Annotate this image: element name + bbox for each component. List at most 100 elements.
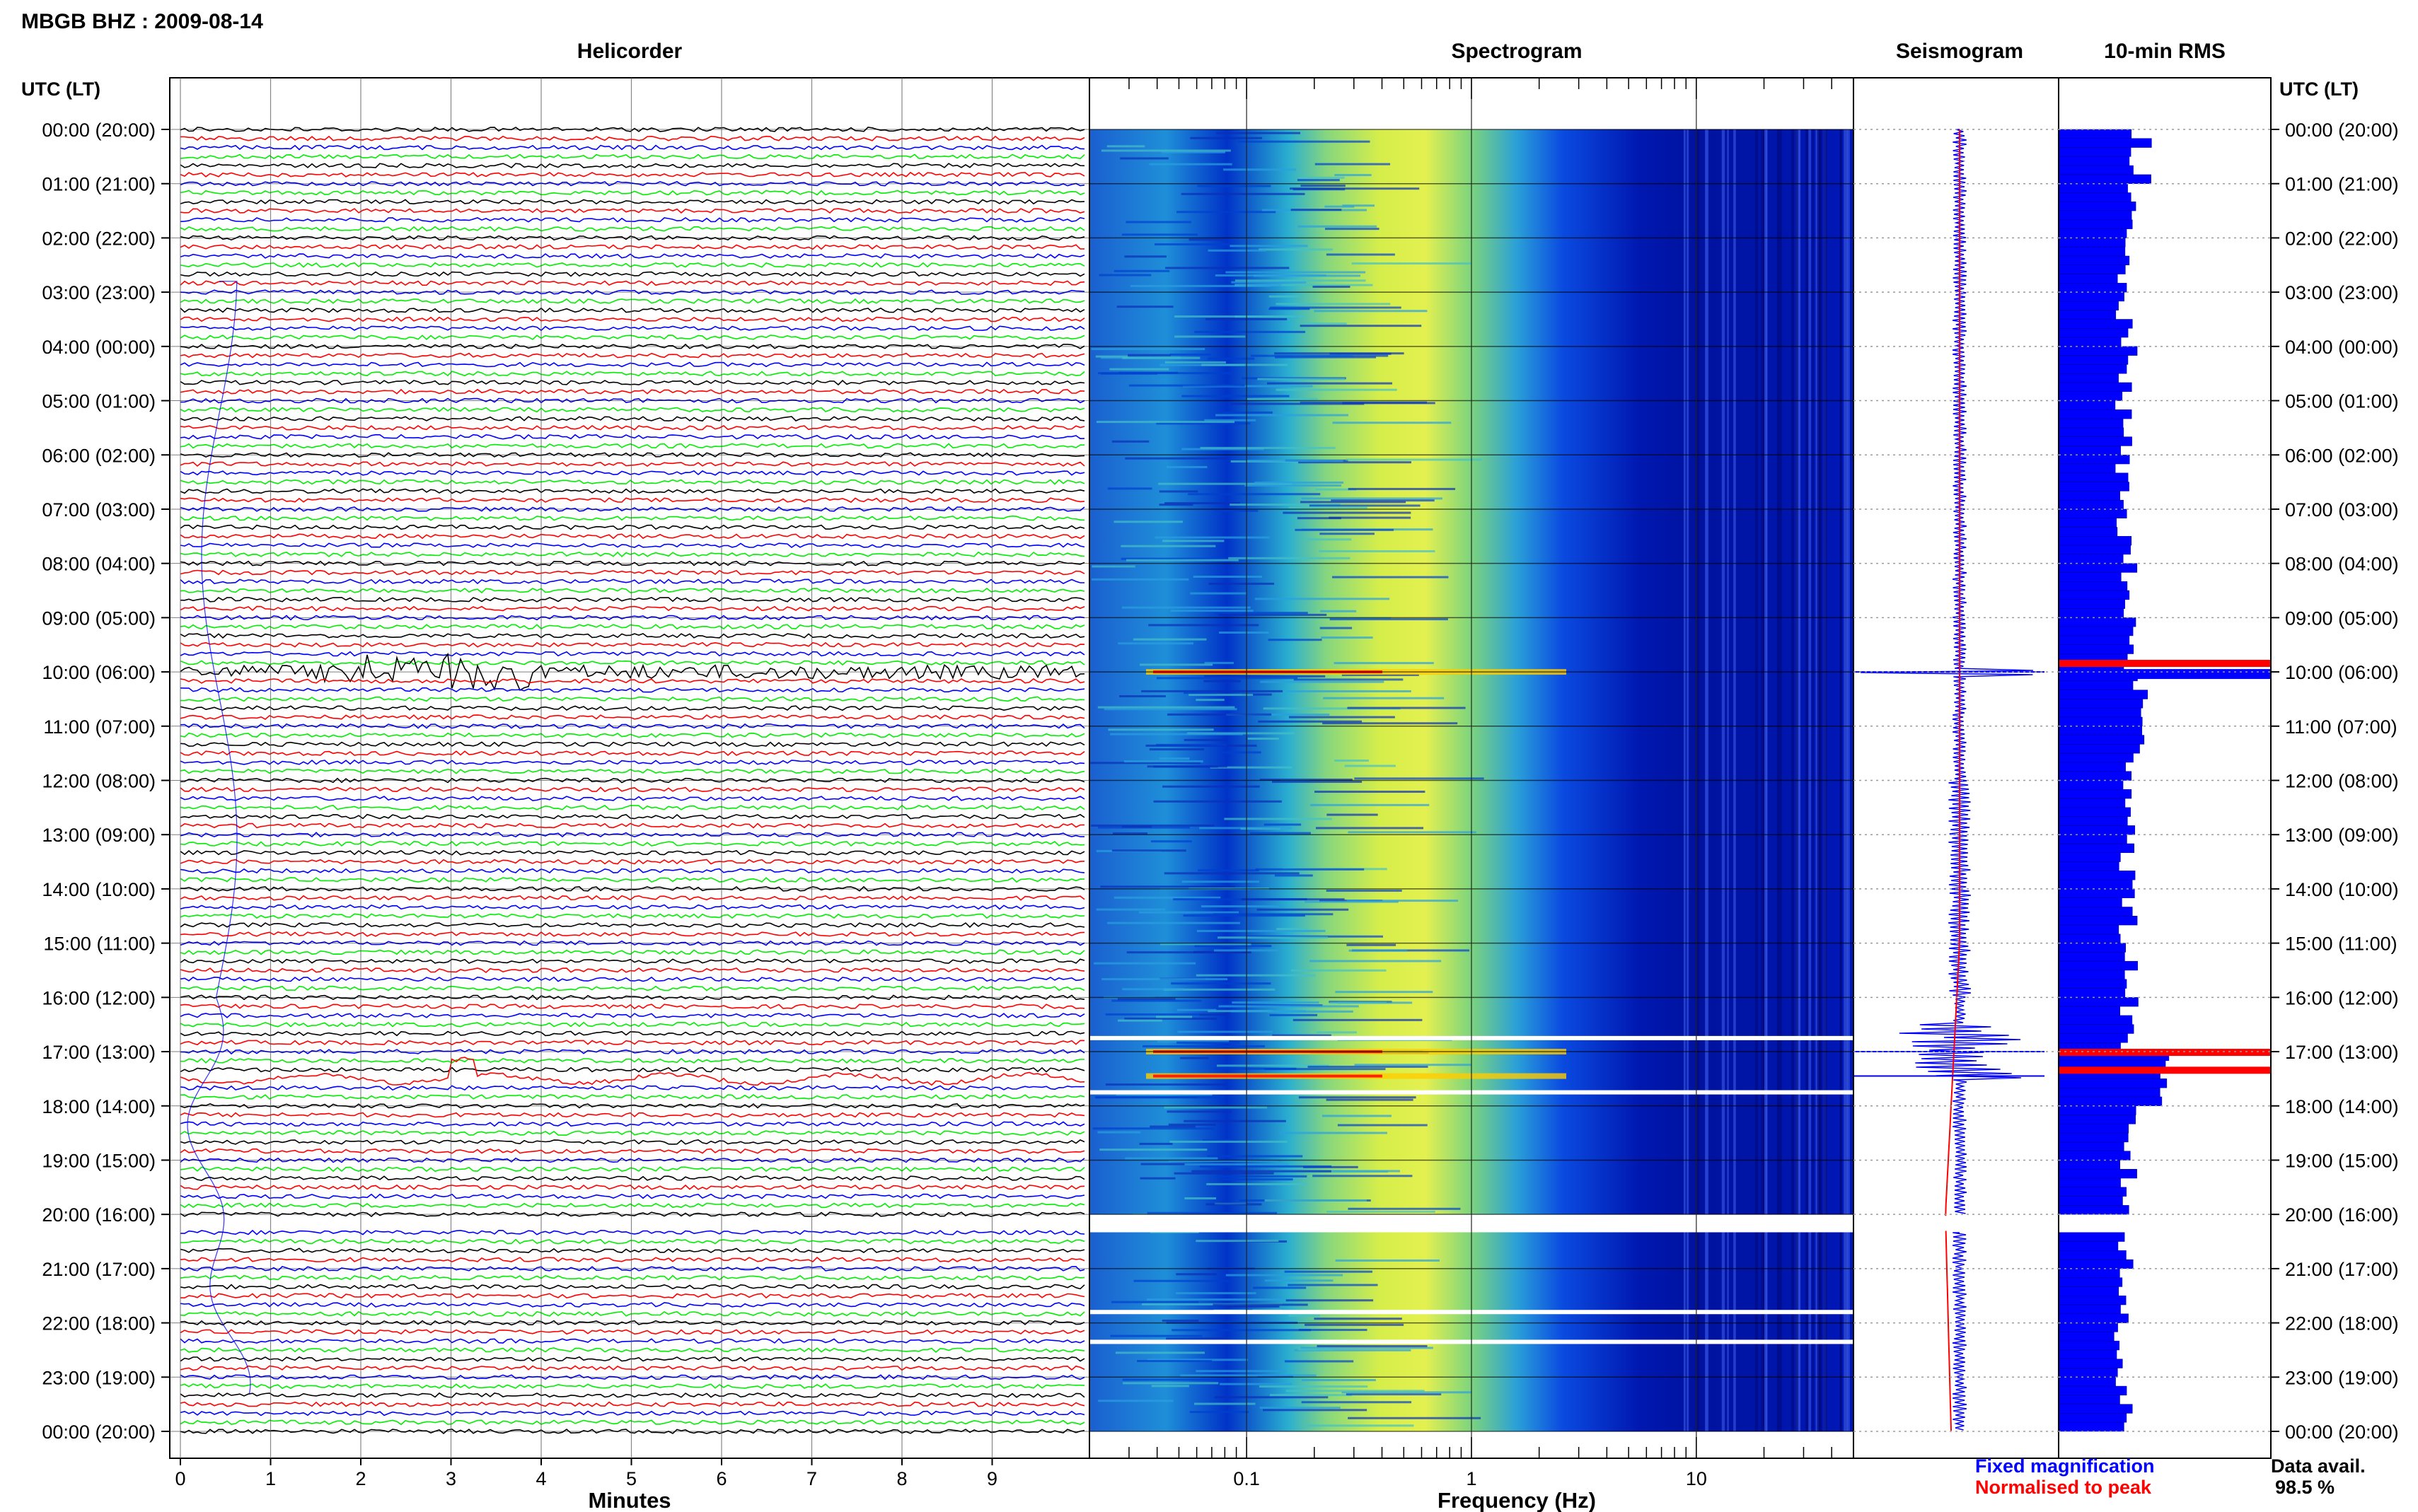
spectrogram-streak <box>1332 421 1452 424</box>
rms-bar <box>2059 499 2124 510</box>
spectrogram-streak <box>1351 262 1471 265</box>
rms-bar <box>2059 590 2130 600</box>
time-tick-label-right: 14:00 (10:00) <box>2285 879 2399 900</box>
spectrogram-streak <box>1149 748 1205 751</box>
helicorder-trace <box>180 1293 1085 1299</box>
rms-bar <box>2059 1168 2137 1179</box>
spectrogram-streak <box>1298 461 1411 464</box>
spectrogram-streak <box>1305 1323 1404 1326</box>
helicorder-trace <box>180 416 1085 422</box>
spectrogram-streak <box>1215 414 1349 417</box>
rms-bar <box>2059 391 2123 401</box>
seismogram-panel <box>1853 129 2058 1431</box>
rms-bar <box>2059 644 2134 654</box>
rms-bar <box>2059 1259 2134 1269</box>
spectrogram-streak <box>1256 908 1349 911</box>
rms-bar <box>2059 472 2129 482</box>
spectrogram-streak <box>1095 355 1128 358</box>
spectrogram-streak <box>1161 151 1225 153</box>
rms-bar <box>2059 1421 2124 1432</box>
spectrogram-streak <box>1319 533 1375 535</box>
spectrogram-streak <box>1196 1240 1279 1243</box>
spectrogram-streak <box>1191 1170 1331 1173</box>
helicorder-trace <box>180 551 1085 557</box>
helicorder-trace <box>180 922 1085 929</box>
helicorder-trace <box>180 958 1085 965</box>
rms-bar <box>2059 455 2130 465</box>
spectrogram-streak <box>1196 1370 1287 1373</box>
rms-bar <box>2059 970 2125 980</box>
rms-bar <box>2059 752 2134 763</box>
spectrogram-streak <box>1121 557 1226 560</box>
spectrogram-streak <box>1276 928 1307 931</box>
spectrogram-streak <box>1098 1400 1174 1402</box>
spectrogram-streak <box>1118 695 1166 698</box>
minute-tick-label: 4 <box>536 1468 546 1489</box>
spectrogram-streak <box>1297 179 1340 182</box>
rms-bar <box>2059 1078 2168 1088</box>
rms-bar <box>2059 192 2131 202</box>
spectrogram-streak <box>1176 1273 1217 1276</box>
spectrogram-streak <box>1163 988 1275 991</box>
rms-bar <box>2059 1395 2120 1405</box>
helicorder-trace <box>180 425 1085 431</box>
figure-title: MBGB BHZ : 2009-08-14 <box>21 10 263 33</box>
panel-frames <box>161 77 2279 1459</box>
spectrogram-streak <box>1320 610 1357 612</box>
rms-bar <box>2059 255 2130 266</box>
spectrogram-streak <box>1247 737 1279 740</box>
helicorder-trace <box>180 298 1085 304</box>
panel-frame <box>2058 77 2272 1459</box>
rms-bar <box>2059 274 2118 284</box>
spectrogram-streak <box>1116 1093 1213 1096</box>
rms-spike-bar <box>2059 1066 2272 1074</box>
minute-tick-label: 5 <box>626 1468 637 1489</box>
helicorder-trace <box>180 641 1085 648</box>
helicorder-trace <box>180 678 1085 684</box>
spectrogram-streak <box>1203 680 1241 682</box>
helicorder-trace <box>180 488 1085 494</box>
spectrogram-streak <box>1105 1083 1227 1086</box>
rms-bar <box>2059 924 2119 935</box>
spectrogram-streak <box>1346 458 1482 461</box>
rms-bar <box>2059 934 2121 943</box>
spectrogram-streak <box>1155 536 1270 539</box>
spectrogram-streak <box>1253 1286 1307 1289</box>
helicorder-trace <box>180 1040 1085 1046</box>
spectrogram-streak <box>1272 780 1363 783</box>
spectrogram-streak <box>1300 325 1422 327</box>
time-tick-label-right: 06:00 (02:00) <box>2285 445 2399 466</box>
helicorder-trace <box>180 768 1085 774</box>
helicorder-trace <box>180 596 1085 603</box>
spectrogram-streak <box>1124 255 1167 258</box>
spectrogram-streak <box>1263 707 1401 710</box>
spectrogram-streak <box>1094 962 1196 965</box>
spectrogram-streak <box>1238 140 1370 143</box>
spectrogram-streak <box>1294 1349 1411 1351</box>
time-tick-label-right: 02:00 (22:00) <box>2285 228 2399 249</box>
helicorder-trace <box>180 388 1085 395</box>
helicorder-trace <box>180 1004 1085 1010</box>
spectrogram-streak <box>1157 1040 1230 1043</box>
spectrogram-streak <box>1267 1010 1353 1013</box>
helicorder-trace <box>180 1265 1085 1272</box>
spectrogram-streak <box>1321 636 1373 639</box>
spectrogram-streak <box>1155 1016 1193 1018</box>
spectrogram-streak <box>1159 490 1198 493</box>
helicorder-trace <box>180 1383 1085 1390</box>
spectrogram-streak <box>1348 831 1476 834</box>
spectrogram-streak <box>1326 889 1402 892</box>
spectrogram-streak <box>1092 565 1135 568</box>
rms-bar <box>2059 807 2131 817</box>
spectrogram-streak <box>1310 803 1430 806</box>
helicorder-trace <box>180 1139 1085 1145</box>
spectrogram-streak <box>1101 149 1231 152</box>
rms-bar <box>2059 798 2126 808</box>
rms-panel <box>2059 129 2272 1432</box>
spectrogram-streak <box>1263 823 1302 826</box>
spectrogram-streak <box>1298 1096 1416 1099</box>
rms-bar <box>2059 283 2127 293</box>
spectrogram-streak <box>1165 267 1290 269</box>
spectrogram-streak <box>1342 402 1435 405</box>
spectrogram-streak <box>1230 504 1341 506</box>
